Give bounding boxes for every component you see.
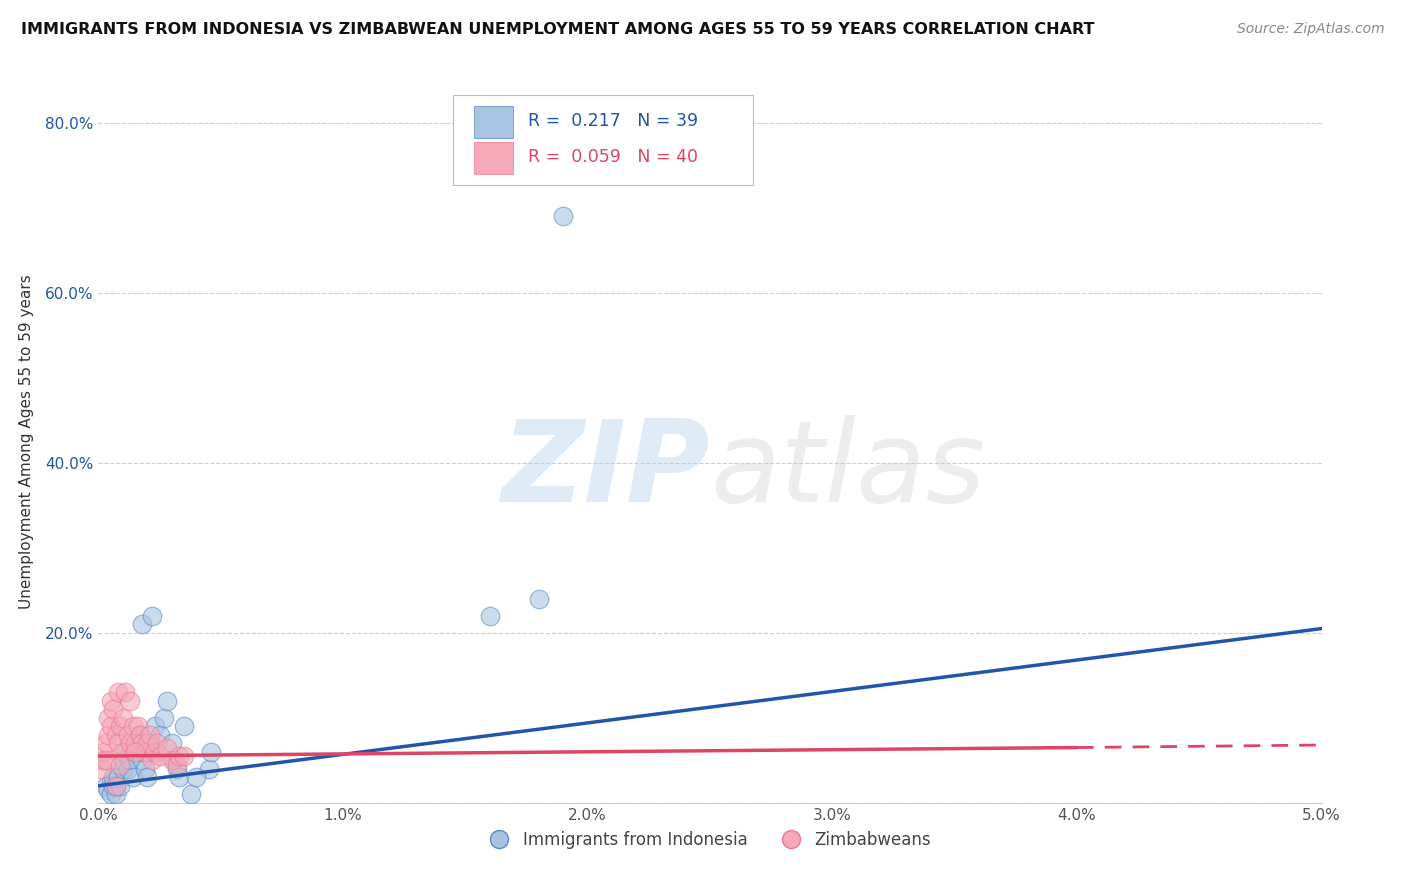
Point bbox=[114, 745, 136, 759]
Text: R =  0.217   N = 39: R = 0.217 N = 39 bbox=[527, 112, 697, 129]
Point bbox=[139, 736, 162, 750]
Point bbox=[100, 719, 122, 733]
Point bbox=[131, 617, 153, 632]
Point bbox=[114, 685, 136, 699]
Point bbox=[94, 736, 117, 750]
Text: R =  0.059   N = 40: R = 0.059 N = 40 bbox=[527, 148, 697, 166]
Point bbox=[131, 736, 153, 750]
Point bbox=[131, 753, 153, 767]
Point bbox=[134, 762, 156, 776]
Text: Source: ZipAtlas.com: Source: ZipAtlas.com bbox=[1237, 22, 1385, 37]
Point bbox=[139, 728, 162, 742]
Point bbox=[90, 762, 112, 776]
Legend: Immigrants from Indonesia, Zimbabweans: Immigrants from Indonesia, Zimbabweans bbox=[482, 824, 938, 856]
Point bbox=[111, 745, 134, 759]
Point bbox=[553, 209, 575, 223]
Point bbox=[160, 736, 183, 750]
Point bbox=[104, 779, 127, 793]
Point bbox=[143, 745, 166, 759]
Point bbox=[120, 736, 142, 750]
Point bbox=[166, 762, 188, 776]
Text: ZIP: ZIP bbox=[502, 415, 710, 526]
Text: IMMIGRANTS FROM INDONESIA VS ZIMBABWEAN UNEMPLOYMENT AMONG AGES 55 TO 59 YEARS C: IMMIGRANTS FROM INDONESIA VS ZIMBABWEAN … bbox=[21, 22, 1095, 37]
Point bbox=[101, 770, 124, 784]
Point bbox=[104, 728, 127, 742]
Point bbox=[101, 779, 124, 793]
Point bbox=[97, 728, 120, 742]
Point bbox=[127, 719, 149, 733]
Point bbox=[156, 694, 179, 708]
Point bbox=[100, 694, 122, 708]
Point bbox=[111, 753, 134, 767]
Point bbox=[120, 694, 142, 708]
Point bbox=[167, 749, 190, 764]
Point bbox=[111, 711, 134, 725]
Point bbox=[127, 736, 149, 750]
Point bbox=[141, 753, 163, 767]
FancyBboxPatch shape bbox=[474, 143, 513, 174]
Point bbox=[110, 779, 132, 793]
Point bbox=[101, 702, 124, 716]
Point bbox=[120, 753, 142, 767]
Point bbox=[129, 728, 152, 742]
FancyBboxPatch shape bbox=[453, 95, 752, 185]
Point bbox=[124, 736, 146, 750]
FancyBboxPatch shape bbox=[474, 106, 513, 138]
Point bbox=[94, 753, 117, 767]
Point bbox=[124, 745, 146, 759]
Point bbox=[166, 757, 188, 772]
Point bbox=[117, 728, 139, 742]
Y-axis label: Unemployment Among Ages 55 to 59 years: Unemployment Among Ages 55 to 59 years bbox=[18, 274, 34, 609]
Point bbox=[91, 745, 114, 759]
Point bbox=[149, 749, 172, 764]
Point bbox=[136, 736, 159, 750]
Point bbox=[143, 719, 166, 733]
Point bbox=[197, 762, 219, 776]
Point bbox=[97, 711, 120, 725]
Point bbox=[124, 745, 146, 759]
Point bbox=[527, 591, 550, 606]
Point bbox=[129, 728, 152, 742]
Point bbox=[167, 770, 190, 784]
Point bbox=[153, 711, 176, 725]
Point bbox=[94, 779, 117, 793]
Point bbox=[121, 719, 143, 733]
Point bbox=[136, 770, 159, 784]
Point bbox=[141, 608, 163, 623]
Point bbox=[104, 787, 127, 801]
Point bbox=[110, 757, 132, 772]
Point bbox=[110, 719, 132, 733]
Point bbox=[100, 774, 122, 789]
Point bbox=[117, 762, 139, 776]
Point bbox=[100, 787, 122, 801]
Point bbox=[136, 745, 159, 759]
Point bbox=[134, 745, 156, 759]
Point bbox=[160, 753, 183, 767]
Point bbox=[149, 728, 172, 742]
Point bbox=[104, 779, 127, 793]
Point bbox=[107, 685, 129, 699]
Point bbox=[121, 770, 143, 784]
Point bbox=[156, 740, 179, 755]
Point bbox=[163, 753, 186, 767]
Point bbox=[91, 753, 114, 767]
Point bbox=[97, 783, 120, 797]
Point bbox=[200, 745, 222, 759]
Point bbox=[173, 719, 195, 733]
Point bbox=[186, 770, 208, 784]
Point bbox=[107, 736, 129, 750]
Point bbox=[107, 770, 129, 784]
Text: atlas: atlas bbox=[710, 415, 986, 526]
Point bbox=[111, 762, 134, 776]
Point bbox=[173, 749, 195, 764]
Point bbox=[146, 736, 169, 750]
Point bbox=[180, 787, 202, 801]
Point bbox=[478, 608, 501, 623]
